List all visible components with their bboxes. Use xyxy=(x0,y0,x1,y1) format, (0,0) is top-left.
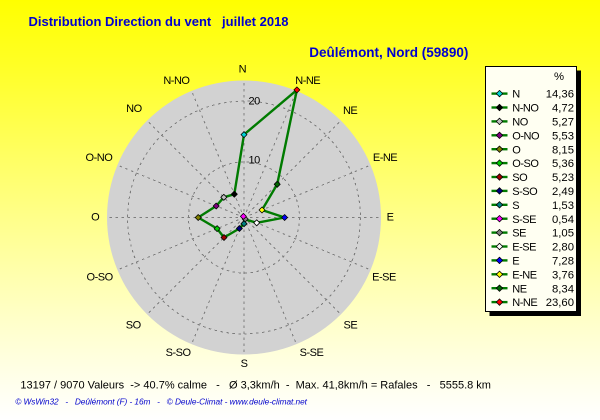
svg-text:NO: NO xyxy=(512,117,528,129)
svg-text:SO: SO xyxy=(512,172,528,184)
svg-text:O: O xyxy=(91,211,100,223)
svg-text:4,72: 4,72 xyxy=(552,103,574,115)
svg-text:8,15: 8,15 xyxy=(552,144,574,156)
svg-text:SE: SE xyxy=(512,228,526,240)
svg-text:O-NO: O-NO xyxy=(86,152,114,164)
svg-text:3,76: 3,76 xyxy=(552,269,574,281)
svg-text:23,60: 23,60 xyxy=(546,297,574,309)
svg-text:N-NE: N-NE xyxy=(295,75,320,87)
svg-text:20: 20 xyxy=(249,96,261,108)
svg-text:NE: NE xyxy=(343,105,357,117)
svg-text:S: S xyxy=(241,358,248,370)
svg-text:2,80: 2,80 xyxy=(552,242,574,254)
svg-text:N-NE: N-NE xyxy=(512,297,537,309)
svg-text:0,54: 0,54 xyxy=(552,214,574,226)
svg-text:S-SE: S-SE xyxy=(512,214,536,226)
svg-text:5,53: 5,53 xyxy=(552,130,574,142)
svg-text:5,27: 5,27 xyxy=(552,117,574,129)
svg-text:14,36: 14,36 xyxy=(546,89,574,101)
svg-text:O-SO: O-SO xyxy=(87,272,114,284)
svg-text:E-NE: E-NE xyxy=(512,269,536,281)
svg-text:S: S xyxy=(512,200,519,212)
svg-text:E: E xyxy=(512,256,519,268)
svg-text:8,34: 8,34 xyxy=(552,283,574,295)
svg-text:N-NO: N-NO xyxy=(512,103,539,115)
svg-text:5,36: 5,36 xyxy=(552,158,574,170)
svg-text:O-NO: O-NO xyxy=(512,130,540,142)
svg-text:© WsWin32 - Deûlémont (F): © WsWin32 - Deûlémont (F) - 16m - © Deul… xyxy=(15,396,307,406)
svg-text:Deûlémont, Nord (59890): Deûlémont, Nord (59890) xyxy=(309,45,468,60)
svg-text:1,53: 1,53 xyxy=(552,200,574,212)
svg-text:NO: NO xyxy=(126,103,142,115)
svg-text:Distribution Direction du vent: Distribution Direction du vent juillet 2… xyxy=(29,14,289,29)
svg-text:E: E xyxy=(387,211,394,223)
svg-text:O-SO: O-SO xyxy=(512,158,539,170)
svg-text:13197 / 9070 Valeurs -> 40.7%: 13197 / 9070 Valeurs -> 40.7% calme - Ø … xyxy=(20,380,491,392)
svg-text:10: 10 xyxy=(249,155,261,167)
svg-text:5,23: 5,23 xyxy=(552,172,574,184)
svg-text:E-SE: E-SE xyxy=(512,242,536,254)
svg-text:N: N xyxy=(239,64,247,76)
svg-text:%: % xyxy=(554,71,564,83)
svg-text:N-NO: N-NO xyxy=(163,75,190,87)
svg-text:1,05: 1,05 xyxy=(552,228,574,240)
svg-text:S-SE: S-SE xyxy=(300,347,324,359)
svg-text:SO: SO xyxy=(126,320,142,332)
svg-text:7,28: 7,28 xyxy=(552,256,574,268)
svg-text:S-SO: S-SO xyxy=(166,347,192,359)
svg-text:S-SO: S-SO xyxy=(512,186,538,198)
svg-text:2,49: 2,49 xyxy=(552,186,574,198)
svg-text:NE: NE xyxy=(512,283,526,295)
svg-text:E-SE: E-SE xyxy=(372,272,396,284)
svg-text:SE: SE xyxy=(344,320,358,332)
svg-text:N: N xyxy=(512,89,520,101)
svg-text:E-NE: E-NE xyxy=(373,152,397,164)
svg-text:O: O xyxy=(512,144,521,156)
